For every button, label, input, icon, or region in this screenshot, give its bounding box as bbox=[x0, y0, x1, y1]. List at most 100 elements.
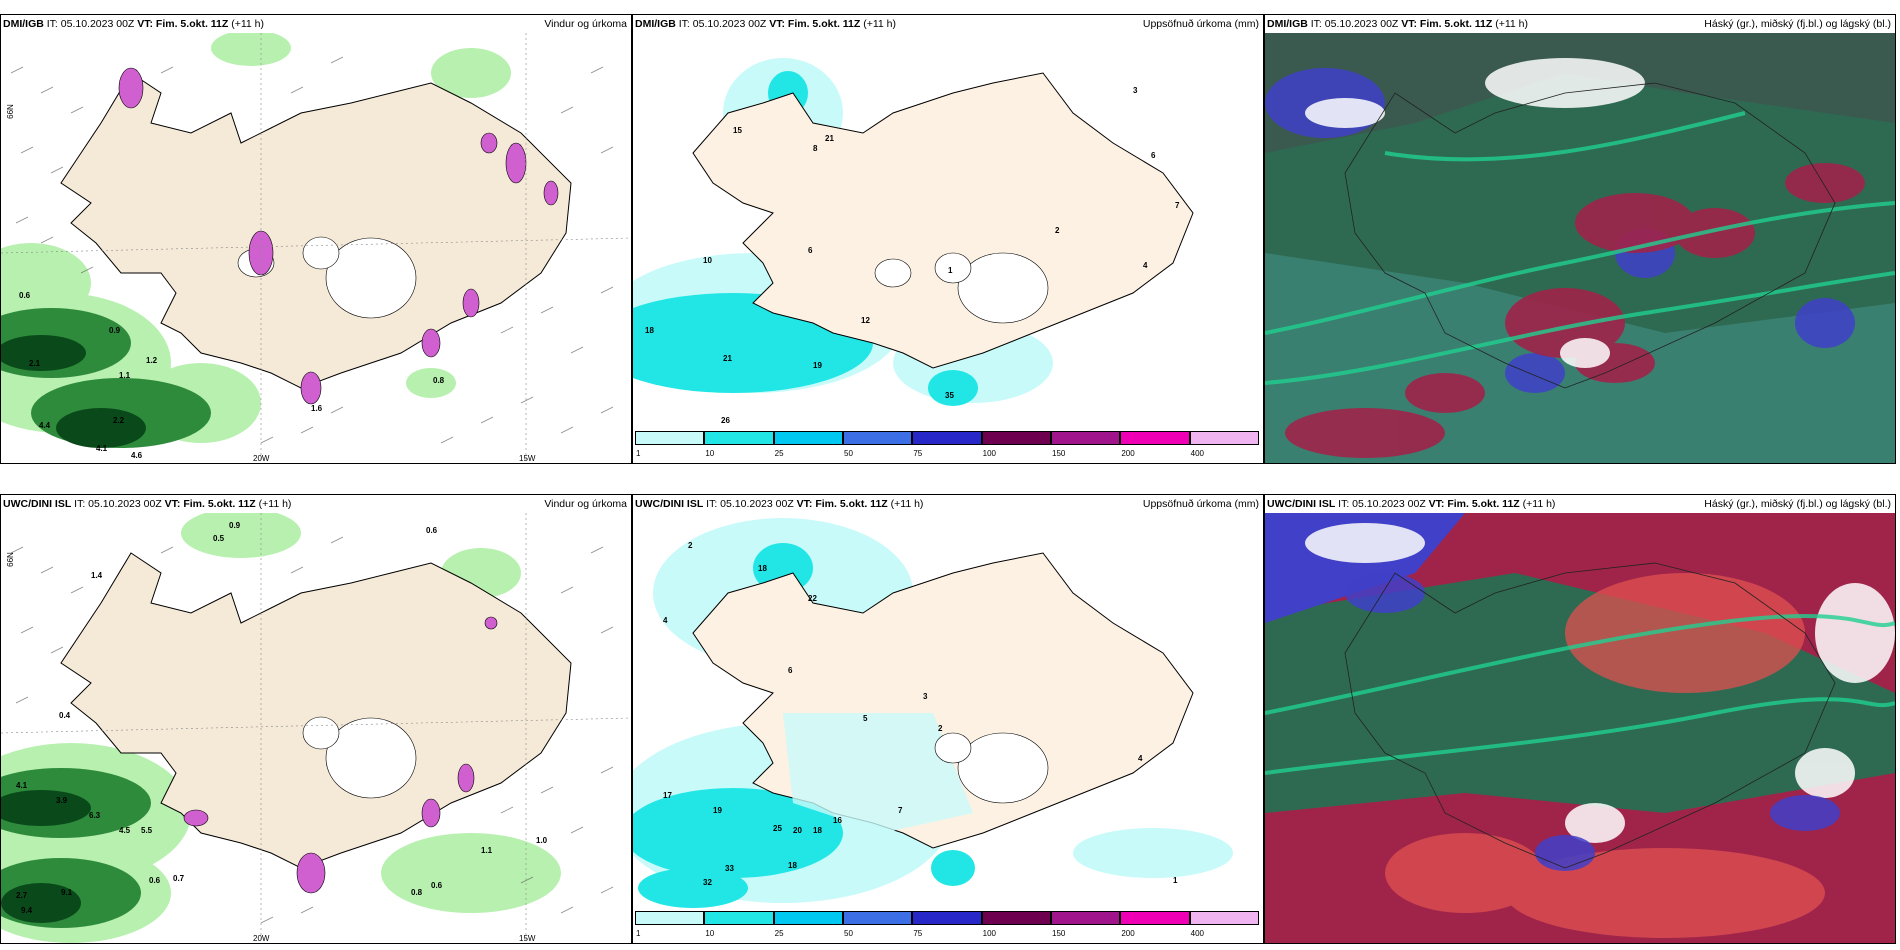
precip-value: 32 bbox=[703, 878, 712, 887]
colorbar-label: 75 bbox=[913, 929, 923, 938]
panel-title: Uppsöfnuð úrkoma (mm) bbox=[1142, 498, 1259, 510]
wind-precip-map: 0.9 0.5 0.6 1.4 0.4 4.1 3.9 6.3 4.5 5.5 … bbox=[1, 513, 631, 943]
precip-value: 6 bbox=[788, 666, 793, 675]
precip-value: 18 bbox=[813, 826, 822, 835]
precip-value: 0.9 bbox=[229, 521, 241, 530]
colorbar-swatch bbox=[1120, 431, 1190, 445]
precip-value: 1 bbox=[948, 266, 953, 275]
precip-value: 4.1 bbox=[16, 781, 28, 790]
precip-value: 6.3 bbox=[89, 811, 101, 820]
colorbar-swatch bbox=[1189, 911, 1259, 925]
precip-value: 4.4 bbox=[39, 421, 51, 430]
colorbar-label: 25 bbox=[774, 929, 784, 938]
precip-value: 4 bbox=[1143, 261, 1148, 270]
model-source: DMI/IGB bbox=[635, 18, 676, 30]
iceland-landmass bbox=[692, 72, 1194, 369]
panel-dmi-wind-precip[interactable]: DMI/IGB IT: 05.10.2023 00Z VT: Fim. 5.ok… bbox=[0, 14, 632, 464]
colorbar-swatch bbox=[773, 911, 843, 925]
precip-value: 2 bbox=[938, 724, 943, 733]
precip-value: 8 bbox=[813, 144, 818, 153]
colorbar-label: 10 bbox=[705, 929, 715, 938]
colorbar: 1 10 25 50 75 100 150 200 400 bbox=[635, 909, 1261, 941]
colorbar-label: 400 bbox=[1190, 449, 1205, 458]
precip-value: 7 bbox=[1175, 201, 1180, 210]
precip-value: 2 bbox=[688, 541, 693, 550]
cloud-cover-map bbox=[1265, 33, 1895, 463]
init-time: IT: 05.10.2023 00Z bbox=[46, 18, 135, 30]
precip-value: 3.9 bbox=[56, 796, 68, 805]
precip-value: 1.1 bbox=[481, 846, 493, 855]
panel-header-left: UWC/DINI ISL IT: 05.10.2023 00Z VT: Fim.… bbox=[3, 495, 291, 513]
panel-title: Uppsöfnuð úrkoma (mm) bbox=[1142, 18, 1259, 30]
colorbar-swatch bbox=[704, 431, 774, 445]
precip-value: 2.2 bbox=[113, 416, 125, 425]
precip-value: 35 bbox=[945, 391, 954, 400]
precip-value: 5.5 bbox=[141, 826, 153, 835]
panel-dmi-clouds[interactable]: DMI/IGB IT: 05.10.2023 00Z VT: Fim. 5.ok… bbox=[1264, 14, 1896, 464]
precip-value: 4 bbox=[1138, 754, 1143, 763]
precip-value: 5 bbox=[863, 714, 868, 723]
colorbar-swatch bbox=[635, 911, 705, 925]
precip-value: 2 bbox=[1055, 226, 1060, 235]
colorbar-swatch bbox=[843, 911, 913, 925]
precip-value: 6 bbox=[808, 246, 813, 255]
lon-tick-label: 20W bbox=[253, 934, 270, 943]
valid-time: VT: Fim. 5.okt. 11Z bbox=[769, 18, 861, 30]
precip-value: 15 bbox=[733, 126, 742, 135]
model-source: DMI/IGB bbox=[3, 18, 44, 30]
precip-value: 0.6 bbox=[19, 291, 31, 300]
precip-value: 22 bbox=[808, 594, 817, 603]
iceland-outline bbox=[1344, 82, 1836, 389]
lead-time: (+11 h) bbox=[890, 498, 924, 510]
panel-uwc-accum-precip[interactable]: UWC/DINI ISL IT: 05.10.2023 00Z VT: Fim.… bbox=[632, 494, 1264, 944]
panel-header-left: DMI/IGB IT: 05.10.2023 00Z VT: Fim. 5.ok… bbox=[1267, 15, 1528, 33]
colorbar-swatch bbox=[981, 431, 1051, 445]
precip-value: 9.4 bbox=[21, 906, 33, 915]
lon-tick-label: 15W bbox=[519, 454, 536, 463]
lead-time: (+11 h) bbox=[258, 498, 292, 510]
colorbar-label: 25 bbox=[774, 449, 784, 458]
precip-value: 17 bbox=[663, 791, 672, 800]
colorbar-label: 1 bbox=[636, 449, 641, 458]
cloud-cover-map bbox=[1265, 513, 1895, 943]
panel-header-left: UWC/DINI ISL IT: 05.10.2023 00Z VT: Fim.… bbox=[635, 495, 923, 513]
precip-value: 1.4 bbox=[91, 571, 103, 580]
precip-value: 0.6 bbox=[149, 876, 161, 885]
colorbar-swatch bbox=[843, 431, 913, 445]
precip-value: 0.6 bbox=[431, 881, 443, 890]
panel-header: DMI/IGB IT: 05.10.2023 00Z VT: Fim. 5.ok… bbox=[633, 15, 1263, 33]
precip-value: 25 bbox=[773, 824, 782, 833]
colorbar-swatch bbox=[1120, 911, 1190, 925]
colorbar-label: 100 bbox=[982, 929, 997, 938]
panel-header: UWC/DINI ISL IT: 05.10.2023 00Z VT: Fim.… bbox=[1265, 495, 1895, 513]
panel-uwc-clouds[interactable]: UWC/DINI ISL IT: 05.10.2023 00Z VT: Fim.… bbox=[1264, 494, 1896, 944]
colorbar-swatch bbox=[635, 431, 705, 445]
init-time: IT: 05.10.2023 00Z bbox=[74, 498, 162, 510]
lead-time: (+11 h) bbox=[1522, 498, 1556, 510]
panel-header-left: DMI/IGB IT: 05.10.2023 00Z VT: Fim. 5.ok… bbox=[635, 15, 896, 33]
precip-value: 0.8 bbox=[433, 376, 445, 385]
lat-tick-label: 66N bbox=[5, 104, 15, 119]
panel-dmi-accum-precip[interactable]: DMI/IGB IT: 05.10.2023 00Z VT: Fim. 5.ok… bbox=[632, 14, 1264, 464]
panel-uwc-wind-precip[interactable]: UWC/DINI ISL IT: 05.10.2023 00Z VT: Fim.… bbox=[0, 494, 632, 944]
panel-header-left: DMI/IGB IT: 05.10.2023 00Z VT: Fim. 5.ok… bbox=[3, 15, 264, 33]
colorbar-swatch bbox=[704, 911, 774, 925]
panel-header-left: UWC/DINI ISL IT: 05.10.2023 00Z VT: Fim.… bbox=[1267, 495, 1555, 513]
lead-time: (+11 h) bbox=[231, 18, 265, 30]
init-time: IT: 05.10.2023 00Z bbox=[678, 18, 767, 30]
colorbar-label: 50 bbox=[844, 929, 853, 938]
init-time: IT: 05.10.2023 00Z bbox=[1338, 498, 1426, 510]
lon-tick-label: 15W bbox=[519, 934, 536, 943]
valid-time: VT: Fim. 5.okt. 11Z bbox=[137, 18, 229, 30]
colorbar-label: 100 bbox=[982, 449, 997, 458]
valid-time: VT: Fim. 5.okt. 11Z bbox=[796, 498, 888, 510]
colorbar-label: 75 bbox=[913, 449, 923, 458]
precip-value: 4 bbox=[663, 616, 668, 625]
panel-header: DMI/IGB IT: 05.10.2023 00Z VT: Fim. 5.ok… bbox=[1, 15, 631, 33]
valid-time: VT: Fim. 5.okt. 11Z bbox=[1401, 18, 1493, 30]
panel-header: DMI/IGB IT: 05.10.2023 00Z VT: Fim. 5.ok… bbox=[1265, 15, 1895, 33]
precip-value: 16 bbox=[833, 816, 842, 825]
precip-value: 18 bbox=[758, 564, 767, 573]
precip-value: 1.2 bbox=[146, 356, 158, 365]
colorbar-swatch bbox=[912, 431, 982, 445]
